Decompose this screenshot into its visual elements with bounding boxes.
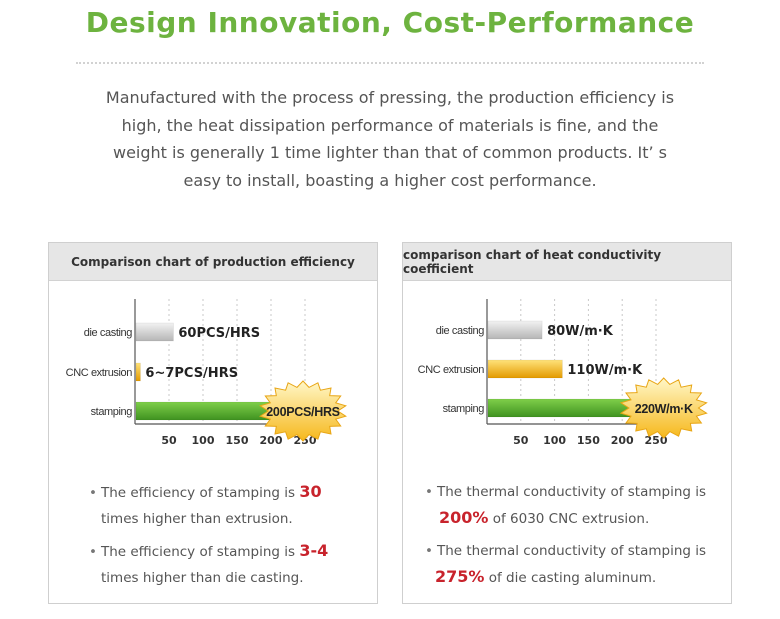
panel-title: comparison chart of heat conductivity co… (403, 243, 731, 281)
note-text-tail: of die casting aluminum. (484, 570, 657, 586)
bar (487, 398, 637, 418)
intro-line: weight is generally 1 time lighter than … (112, 143, 668, 162)
x-tick-label: 200 (611, 434, 634, 447)
x-tick-label: 50 (161, 434, 177, 447)
note-line2: times higher than extrusion. (101, 511, 293, 527)
note-line2: times higher than die casting. (101, 570, 304, 586)
panel-title: Comparison chart of production efficienc… (49, 243, 377, 281)
data-label: 6~7PCS/HRS (145, 366, 238, 381)
title-divider (76, 62, 704, 64)
note-line2: 275% of die casting aluminum. (425, 567, 657, 586)
production-efficiency-panel: Comparison chart of production efficienc… (48, 242, 378, 604)
page-title: Design Innovation, Cost-Performance (85, 6, 695, 39)
note-highlight: 3-4 (299, 541, 329, 560)
bar (135, 401, 273, 421)
x-tick-label: 150 (577, 434, 600, 447)
bar (487, 359, 563, 379)
x-tick-label: 200 (260, 434, 283, 447)
chart-notes: • The thermal conductivity of stamping is… (425, 479, 729, 597)
x-tick-label: 150 (226, 434, 249, 447)
intro-line: Manufactured with the process of pressin… (105, 88, 675, 107)
intro-paragraph: Manufactured with the process of pressin… (60, 84, 720, 194)
note-text: The thermal conductivity of stamping is (436, 543, 707, 559)
category-label: CNC extrusion (66, 367, 133, 379)
data-label: 200PCS/HRS (266, 405, 339, 419)
x-tick-label: 250 (645, 434, 668, 447)
highlight-burst (619, 377, 708, 439)
note-line2: 200% of 6030 CNC extrusion. (425, 508, 650, 527)
bar (487, 320, 543, 340)
category-label: stamping (443, 403, 485, 415)
bullet-icon: • (425, 543, 433, 559)
category-label: die casting (436, 325, 484, 337)
heat-conductivity-chart: 50 100 150 200 250 die casting 80W/m·K CNC extr… (418, 299, 708, 447)
chart-notes: • The efficiency of stamping is 30 times … (89, 479, 379, 597)
data-label: 110W/m·K (567, 363, 643, 378)
intro-line: high, the heat dissipation performance o… (121, 115, 659, 135)
note-item: • The efficiency of stamping is 30 times … (89, 479, 379, 532)
intro-line: easy to install, boasting a higher cost … (183, 170, 597, 190)
x-tick-label: 100 (543, 434, 566, 447)
bar (135, 362, 141, 382)
bullet-icon: • (425, 484, 433, 500)
x-tick-label: 50 (513, 434, 529, 447)
highlight-burst (259, 380, 347, 442)
note-item: • The thermal conductivity of stamping is… (425, 479, 729, 532)
data-label: 220W/m·K (635, 402, 693, 416)
category-label: die casting (84, 327, 132, 339)
note-text: The thermal conductivity of stamping is (436, 484, 707, 500)
note-highlight: 30 (299, 482, 322, 501)
note-item: • The thermal conductivity of stamping is… (425, 538, 729, 591)
bullet-icon: • (89, 485, 97, 501)
data-label: 60PCS/HRS (178, 326, 260, 341)
bar (135, 322, 174, 342)
note-highlight: 200% (439, 508, 489, 527)
data-label: 80W/m·K (547, 324, 614, 339)
note-text: The efficiency of stamping is (100, 485, 300, 501)
note-text: The efficiency of stamping is (100, 544, 300, 560)
category-label: CNC extrusion (418, 364, 485, 376)
note-item: • The efficiency of stamping is 3-4 times… (89, 538, 379, 591)
category-label: stamping (91, 406, 133, 418)
x-tick-label: 100 (192, 434, 215, 447)
bullet-icon: • (89, 544, 97, 560)
note-highlight: 275% (435, 567, 485, 586)
heat-conductivity-panel: comparison chart of heat conductivity co… (402, 242, 732, 604)
note-text-tail: of 6030 CNC extrusion. (488, 511, 650, 527)
